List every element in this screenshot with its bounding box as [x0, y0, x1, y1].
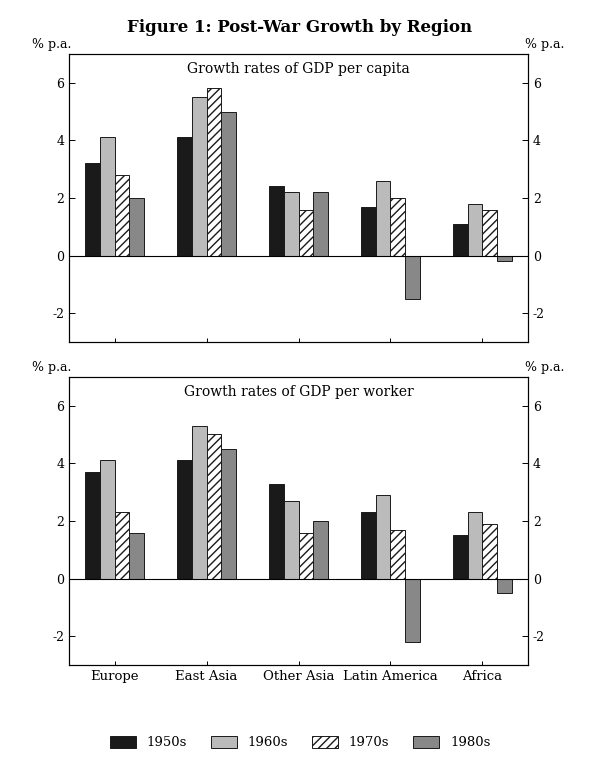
Bar [497, 578, 512, 593]
Text: Figure 1: Post-War Growth by Region: Figure 1: Post-War Growth by Region [127, 19, 473, 36]
Bar [452, 224, 467, 255]
Legend: 1950s, 1960s, 1970s, 1980s: 1950s, 1960s, 1970s, 1980s [104, 731, 496, 754]
Bar [376, 181, 391, 255]
Text: % p.a.: % p.a. [526, 361, 565, 374]
Bar [206, 434, 221, 578]
Bar [85, 472, 100, 578]
Bar [177, 138, 191, 255]
Bar [177, 461, 191, 578]
Bar [361, 207, 376, 255]
Bar [467, 512, 482, 578]
Bar [299, 532, 313, 578]
Bar [221, 112, 236, 255]
Bar [391, 530, 406, 578]
Bar [497, 255, 512, 261]
Bar [284, 501, 299, 578]
Text: Growth rates of GDP per worker: Growth rates of GDP per worker [184, 385, 413, 399]
Bar [115, 175, 130, 255]
Bar [191, 97, 206, 255]
Bar [452, 535, 467, 578]
Bar [299, 209, 313, 255]
Bar [406, 578, 420, 642]
Bar [376, 495, 391, 578]
Bar [206, 88, 221, 255]
Bar [115, 512, 130, 578]
Bar [269, 186, 284, 255]
Bar [100, 461, 115, 578]
Bar [269, 484, 284, 578]
Text: % p.a.: % p.a. [32, 361, 71, 374]
Text: % p.a.: % p.a. [526, 38, 565, 51]
Bar [391, 198, 406, 255]
Bar [467, 204, 482, 255]
Text: Growth rates of GDP per capita: Growth rates of GDP per capita [187, 62, 410, 76]
Bar [313, 521, 328, 578]
Bar [284, 192, 299, 255]
Bar [313, 192, 328, 255]
Bar [221, 449, 236, 578]
Bar [191, 426, 206, 578]
Bar [85, 163, 100, 255]
Bar [482, 209, 497, 255]
Bar [482, 524, 497, 578]
Bar [406, 255, 420, 299]
Bar [130, 198, 145, 255]
Bar [130, 532, 145, 578]
Bar [361, 512, 376, 578]
Bar [100, 138, 115, 255]
Text: % p.a.: % p.a. [32, 38, 71, 51]
